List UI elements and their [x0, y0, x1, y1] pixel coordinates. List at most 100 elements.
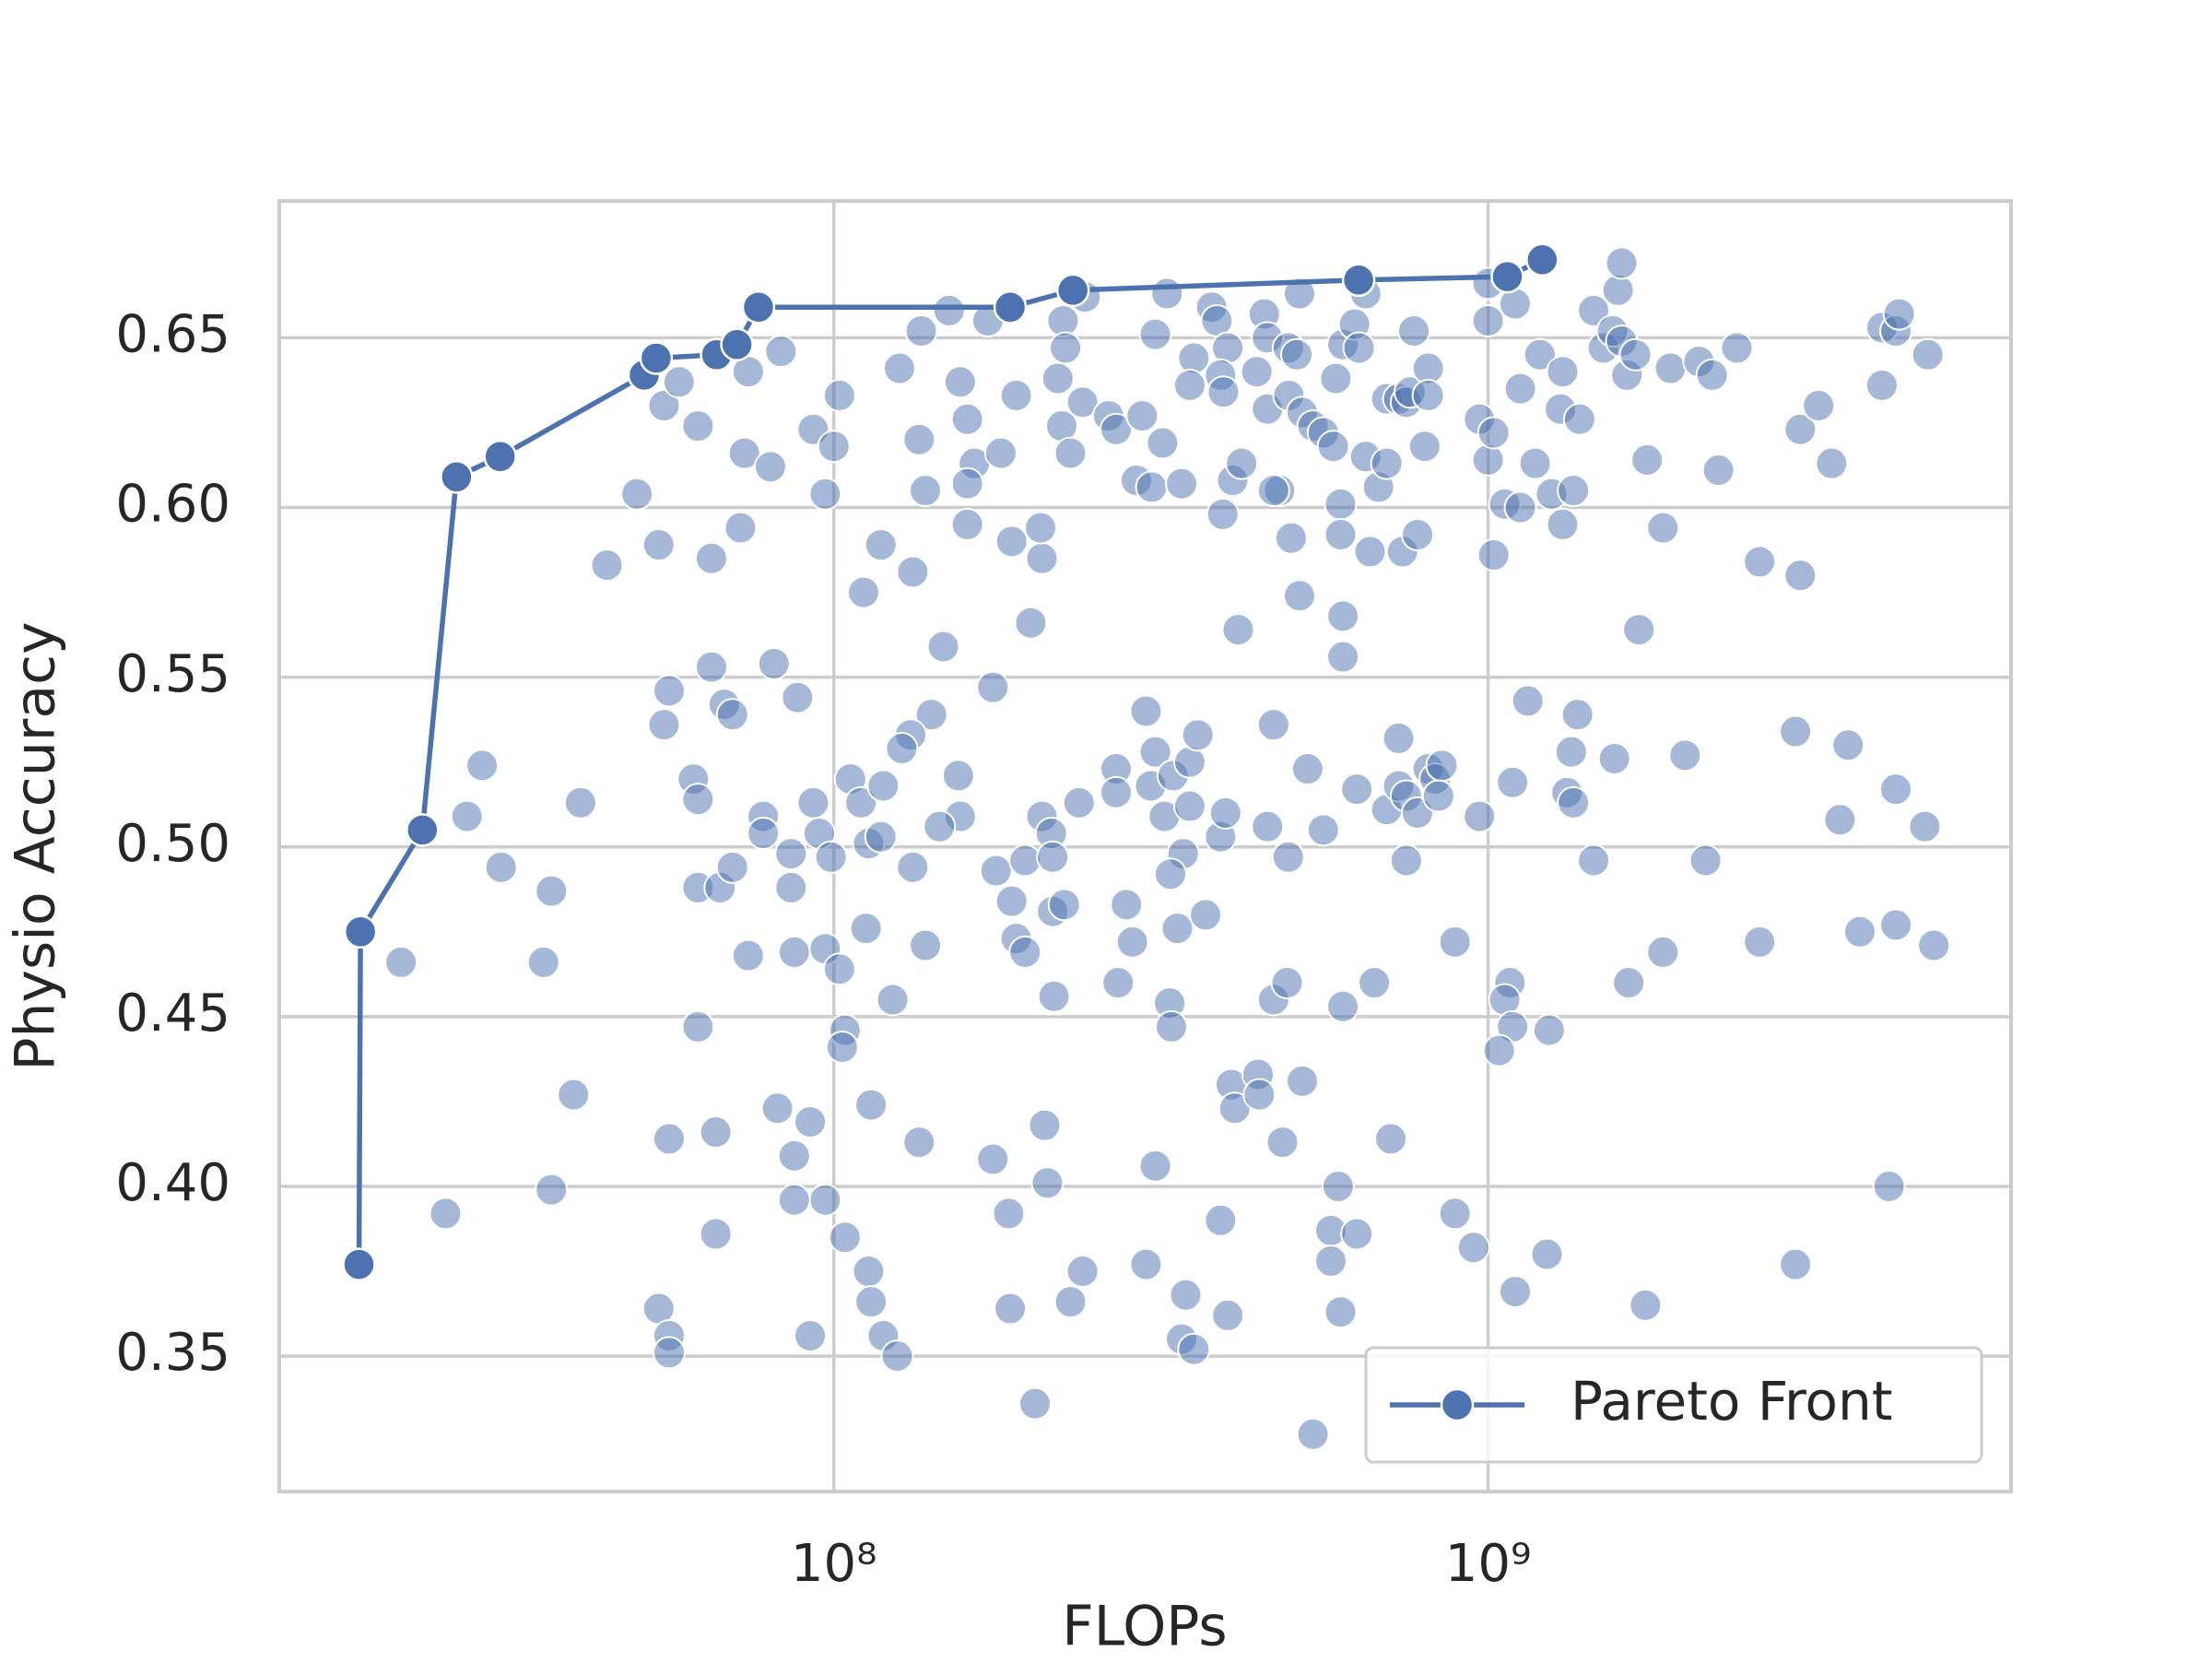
scatter-point [1265, 1126, 1300, 1160]
scatter-point [1326, 640, 1360, 674]
scatter-point [1630, 442, 1665, 477]
scatter-point [1562, 402, 1596, 436]
scatter-point [652, 674, 686, 708]
scatter-point [1211, 331, 1245, 365]
scatter-point [976, 670, 1010, 704]
scatter-point [814, 840, 848, 874]
scatter-point [902, 1126, 936, 1160]
scatter-point [777, 935, 811, 969]
scatter-point [1397, 314, 1431, 348]
x-tick-label: 10⁹ [1445, 1534, 1532, 1594]
scatter-point [535, 874, 569, 908]
y-tick-label: 0.60 [115, 475, 230, 535]
scatter-point [1879, 773, 1913, 807]
scatter-point [1062, 785, 1096, 820]
scatter-point [1283, 579, 1317, 613]
y-axis-label: Physio Accuracy [4, 621, 68, 1070]
scatter-point [866, 769, 900, 803]
scatter-point [1546, 355, 1580, 389]
scatter-point [825, 1030, 859, 1064]
legend-box [1364, 1346, 1983, 1464]
scatter-point [1438, 1197, 1472, 1231]
scatter-point [864, 820, 898, 854]
scatter-point [796, 785, 830, 820]
scatter-point [715, 850, 749, 884]
scatter-point [1618, 337, 1653, 372]
scatter-point [1597, 741, 1631, 775]
scatter-point [1358, 966, 1392, 1000]
scatter-point [662, 365, 696, 399]
scatter-point [1037, 979, 1071, 1013]
line-marker [639, 341, 674, 375]
scatter-point [557, 1078, 591, 1112]
scatter-point [781, 680, 815, 714]
legend-label: Pareto Front [1571, 1370, 1893, 1433]
line-marker [1525, 242, 1559, 277]
scatter-point [1296, 1417, 1330, 1451]
line-marker [1055, 273, 1090, 308]
scatter-point [904, 314, 938, 348]
scatter-point [727, 436, 761, 470]
scatter-point [1146, 426, 1180, 460]
scatter-point [1177, 1332, 1211, 1366]
scatter-point [1251, 809, 1285, 843]
scatter-point [1802, 389, 1836, 423]
scatter-point [1911, 337, 1945, 372]
scatter-point [794, 1318, 828, 1352]
scatter-point [681, 783, 715, 817]
scatter-point [1221, 613, 1255, 647]
scatter-point [822, 952, 856, 986]
scatter-point [1605, 246, 1639, 280]
scatter-point [699, 1115, 733, 1150]
scatter-point [1053, 1285, 1088, 1319]
scatter-point [1400, 517, 1434, 551]
scatter-point [1225, 446, 1259, 480]
scatter-point [774, 837, 808, 871]
scatter-point [909, 474, 943, 508]
scatter-point [1646, 935, 1680, 969]
scatter-point [950, 507, 984, 541]
scatter-point [652, 1336, 686, 1370]
scatter-point [880, 1339, 914, 1374]
scatter-point [777, 1138, 811, 1173]
y-tick-label: 0.50 [115, 814, 230, 874]
scatter-point [1316, 430, 1350, 464]
scatter-point [753, 450, 787, 484]
scatter-point [822, 378, 856, 412]
scatter-point [923, 809, 957, 843]
scatter-point [1865, 368, 1899, 402]
line-marker [1490, 259, 1524, 294]
scatter-point [1101, 966, 1135, 1000]
scatter-point [641, 528, 676, 562]
scatter-point [1240, 355, 1274, 389]
scatter-point [1138, 317, 1172, 351]
scatter-point [465, 749, 500, 783]
scatter-point [1153, 857, 1187, 891]
scatter-point [1172, 368, 1206, 402]
scatter-point [1503, 490, 1537, 525]
scatter-point [694, 541, 728, 575]
scatter-point [909, 928, 943, 962]
scatter-point [950, 466, 984, 501]
scatter-point [983, 436, 1018, 470]
scatter-point [817, 430, 851, 464]
scatter-point [1125, 399, 1159, 433]
y-tick-label: 0.45 [115, 984, 230, 1044]
scatter-point [1172, 789, 1206, 823]
scatter-point [882, 351, 916, 385]
scatter-point [876, 983, 910, 1017]
scatter-point [1242, 1078, 1277, 1112]
scatter-point [828, 1221, 862, 1255]
scatter-point [896, 850, 930, 884]
scatter-point [1340, 1217, 1374, 1251]
scatter-point [1917, 928, 1951, 962]
scatter-point [1557, 785, 1591, 820]
plot-frame [277, 199, 2013, 1493]
scatter-point [1065, 385, 1100, 419]
scatter-point [1342, 331, 1376, 365]
scatter-point [941, 759, 975, 793]
scatter-point [1326, 599, 1360, 633]
scatter-point [1129, 694, 1163, 728]
scatter-point [1181, 718, 1215, 752]
scatter-point [926, 630, 960, 664]
